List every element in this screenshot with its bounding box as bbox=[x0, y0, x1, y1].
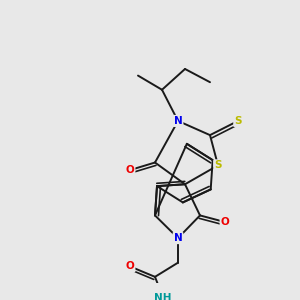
Text: O: O bbox=[126, 165, 134, 175]
Text: O: O bbox=[126, 261, 134, 272]
Text: O: O bbox=[220, 217, 230, 227]
Text: N: N bbox=[174, 116, 182, 126]
Text: S: S bbox=[214, 160, 222, 170]
Text: S: S bbox=[234, 116, 242, 126]
Text: NH: NH bbox=[154, 292, 172, 300]
Text: N: N bbox=[174, 233, 182, 243]
